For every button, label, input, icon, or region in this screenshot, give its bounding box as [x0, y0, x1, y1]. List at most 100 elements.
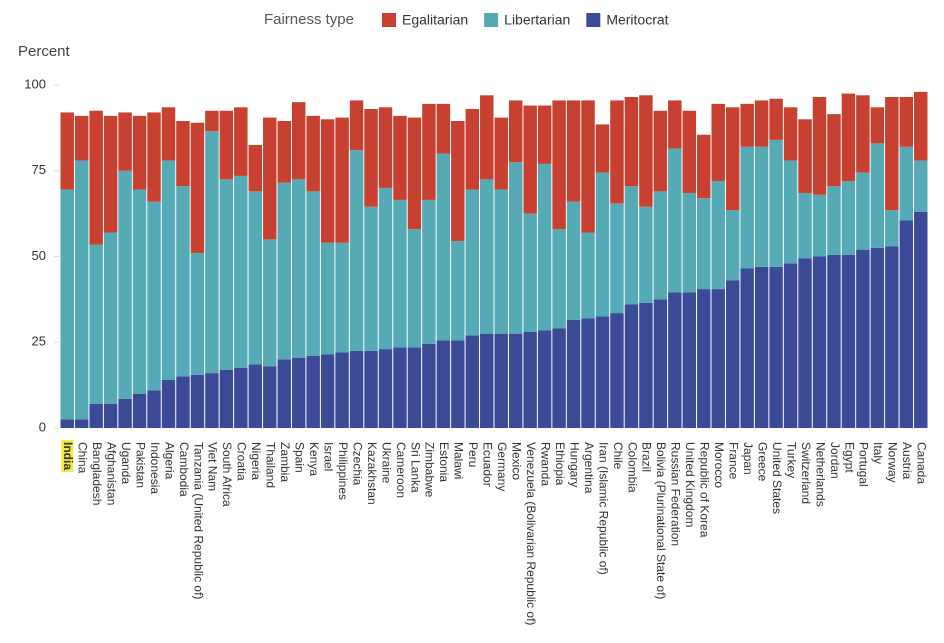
x-tick-label: Canada	[915, 442, 929, 484]
bar-segment	[378, 187, 393, 350]
bar-segment	[566, 100, 581, 202]
bar-segment	[783, 107, 798, 161]
bar-segment	[60, 419, 74, 428]
bar-segment	[234, 107, 248, 176]
bar-segment	[263, 239, 277, 367]
bar-segment	[827, 186, 841, 255]
y-tick-label: 50	[32, 248, 46, 263]
bar-segment	[436, 103, 451, 154]
bar-segment	[147, 201, 161, 391]
x-tick-label: Bolivia (Plurinational State of)	[654, 442, 668, 599]
bar-segment	[653, 110, 668, 192]
bar-segment	[783, 263, 798, 428]
x-tick-label: Pakistan	[133, 442, 147, 488]
x-tick-label: Bangladesh	[90, 442, 104, 505]
x-tick-label: Ethiopia	[553, 442, 567, 486]
bar-segment	[552, 229, 566, 329]
bar-segment	[754, 100, 769, 147]
bar-segment	[378, 349, 393, 428]
bar-segment	[248, 145, 263, 192]
bar-segment	[668, 148, 682, 293]
x-tick-label: Turkey	[784, 442, 798, 478]
bar-segment	[364, 206, 378, 351]
bar-segment	[725, 107, 740, 211]
bar-segment	[639, 95, 653, 207]
bar-segment	[697, 289, 711, 428]
bar-segment	[711, 103, 725, 182]
bar-segment	[581, 318, 595, 428]
bar-segment	[132, 393, 147, 428]
bar-segment	[335, 352, 349, 428]
y-tick-label: 0	[39, 419, 46, 434]
x-tick-label: Norway	[886, 442, 900, 483]
x-tick-label: India	[61, 442, 75, 470]
bar-segment	[725, 280, 740, 428]
x-tick-label: Kazakhstan	[365, 442, 379, 505]
x-tick-label: Czechia	[350, 442, 364, 486]
bar-segment	[899, 146, 914, 221]
bar-segment	[639, 302, 653, 428]
x-tick-label: France	[727, 442, 741, 480]
bar-segment	[740, 268, 754, 428]
bar-segment	[320, 354, 335, 428]
bar-segment	[581, 232, 595, 319]
bar-segment	[537, 105, 552, 164]
bar-segment	[364, 109, 378, 207]
bar-segment	[190, 374, 205, 428]
bar-segment	[783, 160, 798, 264]
bar-segment	[74, 419, 89, 428]
y-tick-label: 25	[32, 334, 46, 349]
bar-segment	[624, 186, 639, 305]
bar-segment	[682, 110, 697, 194]
bar-segment	[219, 179, 234, 370]
bar-segment	[754, 266, 769, 428]
bar-segment	[841, 181, 856, 255]
bar-segment	[552, 100, 566, 230]
bar-segment	[407, 347, 422, 428]
bar-segment	[827, 254, 841, 428]
x-tick-label: Switzerland	[799, 442, 813, 504]
bar-segment	[697, 134, 711, 199]
bar-segment	[89, 110, 103, 245]
x-tick-label: Estonia	[437, 442, 451, 482]
bar-segment	[523, 213, 537, 332]
bar-segment	[899, 97, 914, 147]
bar-segment	[827, 114, 841, 187]
bar-segment	[725, 210, 740, 281]
bar-segment	[624, 304, 639, 428]
bar-segment	[566, 319, 581, 428]
bar-segment	[740, 103, 754, 147]
bar-segment	[812, 97, 827, 195]
bar-segment	[769, 98, 783, 140]
x-tick-label: Argentina	[582, 442, 596, 494]
x-tick-label: Mexico	[510, 442, 524, 480]
bar-segment	[914, 160, 928, 212]
bar-segment	[219, 110, 234, 180]
bar-segment	[595, 316, 610, 428]
bar-segment	[740, 146, 754, 269]
bar-segment	[320, 242, 335, 355]
bar-segment	[378, 107, 393, 188]
bar-segment	[451, 121, 465, 242]
x-tick-label: Rwanda	[538, 442, 552, 486]
bar-segment	[219, 369, 234, 428]
bar-segment	[769, 266, 783, 428]
bar-segment	[451, 241, 465, 341]
bar-segment	[393, 199, 407, 348]
x-tick-label: Kenya	[307, 442, 321, 476]
bar-segment	[74, 115, 89, 161]
bar-segment	[263, 366, 277, 428]
bar-segment	[335, 242, 349, 353]
bar-segment	[190, 253, 205, 375]
bar-segment	[798, 193, 812, 259]
bar-segment	[89, 244, 103, 404]
bar-segment	[668, 100, 682, 149]
y-tick-label: 75	[32, 162, 46, 177]
x-tick-label: Venezuela (Bolivarian Republic of)	[524, 442, 538, 625]
bar-segment	[118, 170, 132, 399]
bar-segment	[595, 124, 610, 173]
bar-segment	[407, 229, 422, 348]
x-tick-label: Malawi	[452, 442, 466, 479]
bar-segment	[263, 117, 277, 240]
bar-segment	[624, 97, 639, 187]
